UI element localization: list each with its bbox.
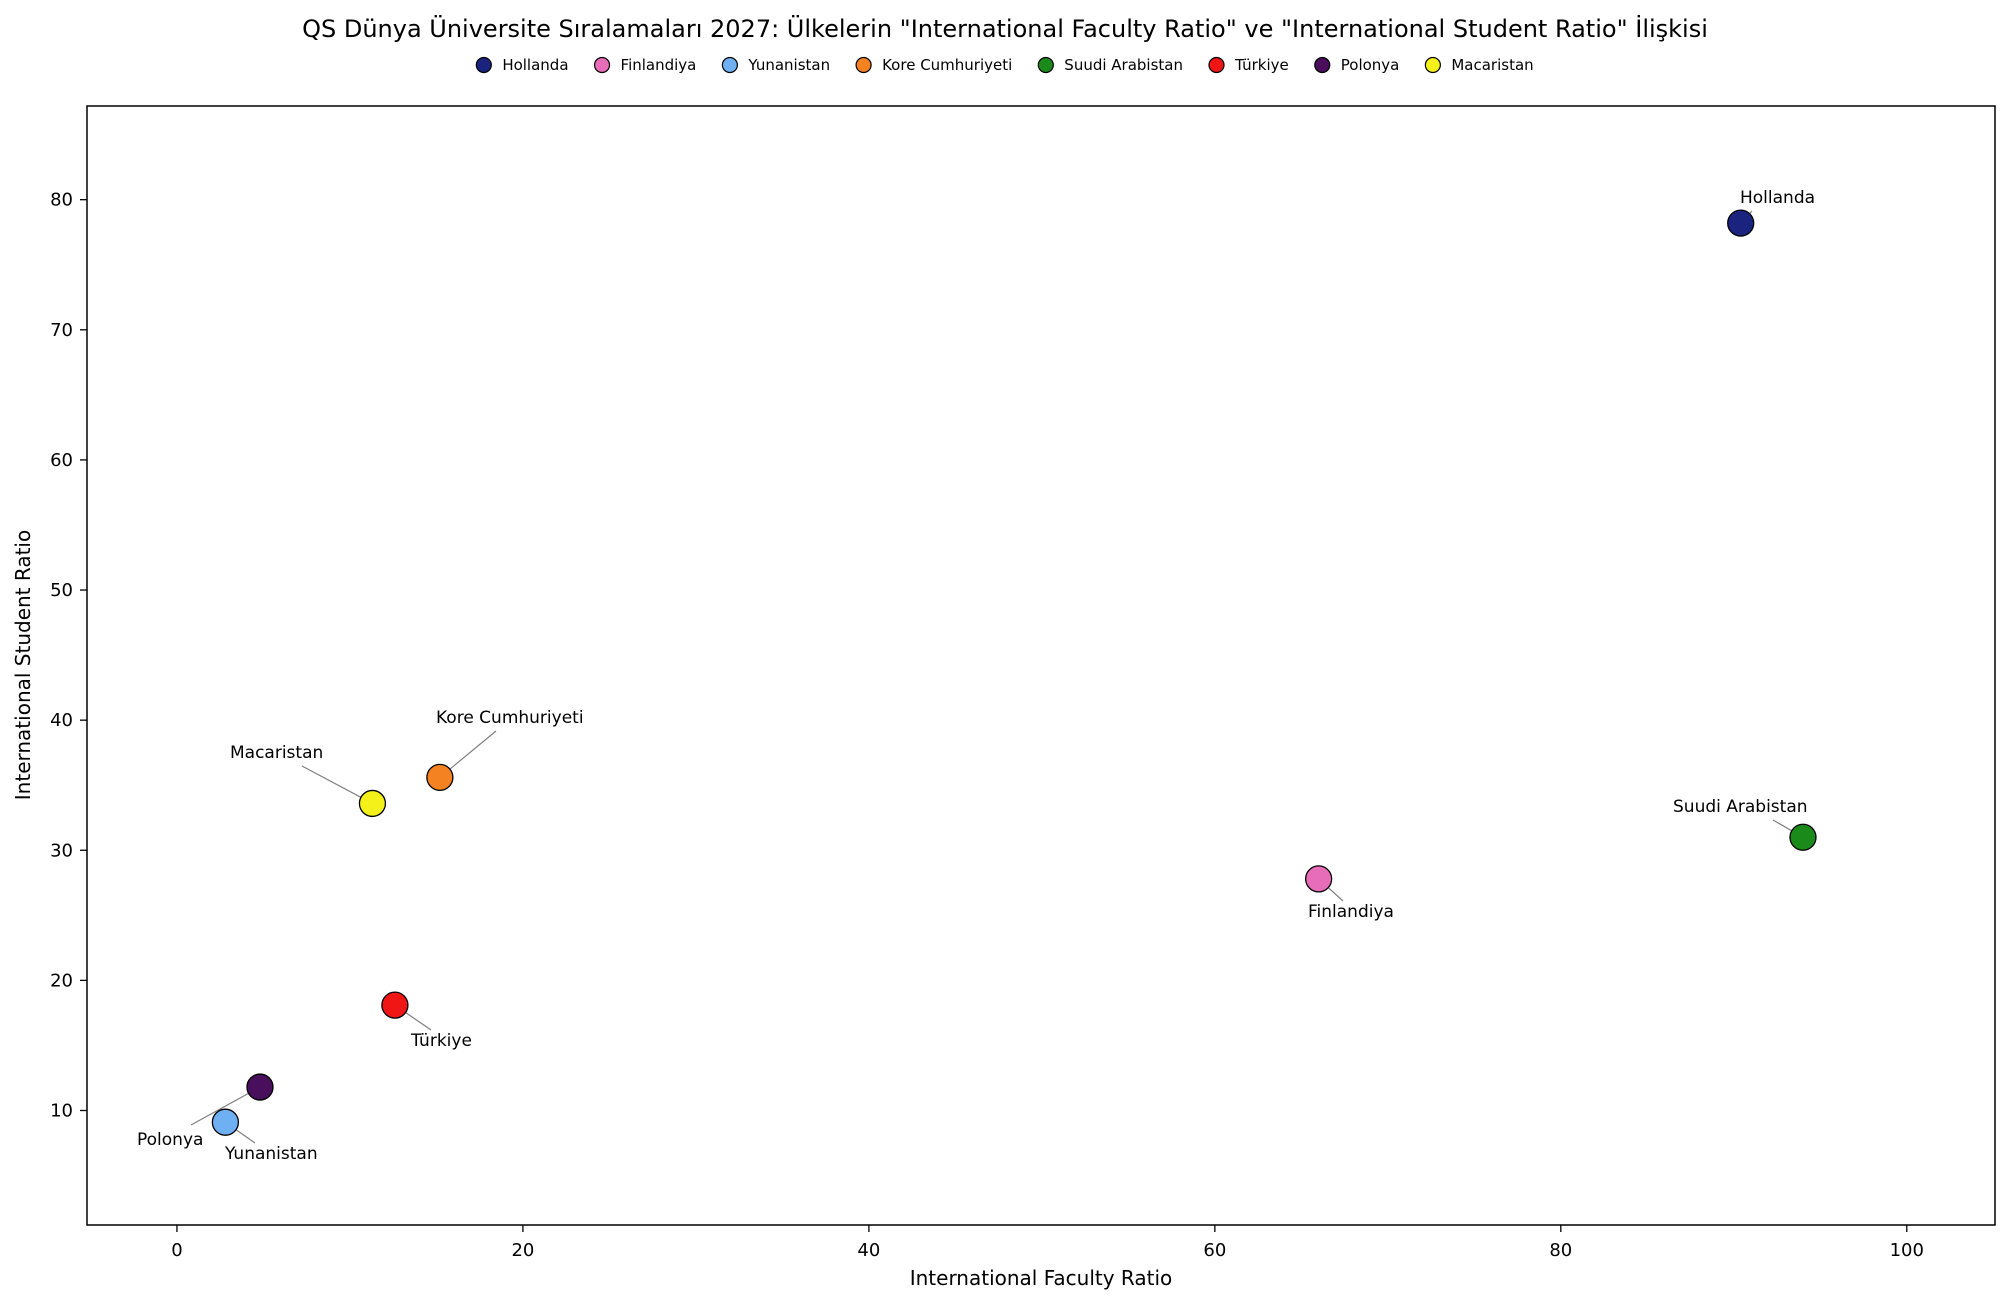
- annotation-label-yunanistan: Yunanistan: [224, 1144, 318, 1164]
- data-point-t-rkiye: [381, 991, 409, 1019]
- legend-label: Macaristan: [1451, 56, 1533, 74]
- legend-marker: [475, 56, 492, 74]
- point-annotations: Hollanda Finlandiya Yunanistan Kore Cumhuri…: [137, 188, 1815, 1164]
- x-tick-label: 20: [511, 1240, 534, 1261]
- annotation-label-finlandiya: Finlandiya: [1308, 902, 1394, 922]
- data-point-suudi-arabistan: [1789, 823, 1817, 851]
- y-tick-label: 30: [50, 840, 73, 861]
- legend-label: Türkiye: [1234, 56, 1289, 74]
- data-point-polonya: [246, 1073, 274, 1101]
- plot-area-frame: [86, 105, 1996, 1226]
- legend-item: Polonya: [1314, 56, 1400, 74]
- x-tick-label: 60: [1203, 1240, 1226, 1261]
- y-axis: 10 20 30 40 50 60 70 80: [50, 190, 87, 1121]
- legend-label: Yunanistan: [747, 56, 830, 74]
- data-point-macaristan: [358, 789, 387, 818]
- legend-marker: [721, 56, 738, 74]
- data-point-kore-cumhuriyeti: [426, 763, 454, 792]
- legend-item: Türkiye: [1208, 56, 1289, 74]
- data-point-yunanistan: [211, 1108, 240, 1136]
- y-tick-label: 10: [50, 1100, 73, 1121]
- legend-label: Suudi Arabistan: [1064, 56, 1183, 74]
- chart-title: QS Dünya Üniversite Sıralamaları 2027: Ü…: [302, 14, 1708, 43]
- x-tick-label: 40: [857, 1240, 880, 1261]
- annotation-label-hollanda: Hollanda: [1740, 188, 1815, 208]
- legend-marker: [1424, 56, 1441, 74]
- legend-marker: [1037, 56, 1054, 74]
- y-tick-label: 70: [50, 320, 73, 341]
- x-axis: 0 20 40 60 80 100: [171, 1225, 1924, 1261]
- x-tick-label: 80: [1549, 1240, 1572, 1261]
- legend-marker: [855, 56, 872, 74]
- legend-marker: [1314, 56, 1331, 74]
- legend-item: Kore Cumhuriyeti: [855, 56, 1012, 74]
- legend-label: Polonya: [1341, 56, 1400, 74]
- legend-item: Suudi Arabistan: [1037, 56, 1183, 74]
- y-tick-label: 20: [50, 970, 73, 991]
- annotation-label-macaristan: Macaristan: [230, 743, 323, 763]
- annotation-label-t-rkiye: Türkiye: [410, 1031, 472, 1051]
- legend: Hollanda Finlandiya Yunanistan Kore Cumhuri…: [475, 56, 1534, 74]
- legend-marker: [593, 56, 611, 74]
- legend-label: Hollanda: [502, 56, 568, 74]
- y-axis-label: International Student Ratio: [11, 530, 35, 800]
- data-point-finlandiya: [1304, 865, 1333, 893]
- legend-item: Yunanistan: [721, 56, 830, 74]
- x-axis-label: International Faculty Ratio: [910, 1266, 1173, 1290]
- y-tick-label: 80: [50, 190, 73, 211]
- annotation-label-polonya: Polonya: [137, 1130, 203, 1150]
- data-points: [211, 209, 1817, 1136]
- legend-item: Macaristan: [1424, 56, 1534, 74]
- y-tick-label: 60: [50, 450, 73, 471]
- legend-item: Finlandiya: [593, 56, 697, 74]
- legend-item: Hollanda: [475, 56, 569, 74]
- legend-marker: [1208, 56, 1225, 74]
- y-tick-label: 40: [50, 710, 73, 731]
- x-tick-label: 100: [1890, 1240, 1924, 1261]
- legend-label: Kore Cumhuriyeti: [882, 56, 1012, 74]
- data-point-hollanda: [1727, 209, 1755, 237]
- y-tick-label: 50: [50, 580, 73, 601]
- annotation-label-kore-cumhuriyeti: Kore Cumhuriyeti: [436, 708, 584, 728]
- x-tick-label: 0: [171, 1240, 182, 1261]
- annotation-label-suudi-arabistan: Suudi Arabistan: [1673, 797, 1808, 817]
- legend-label: Finlandiya: [621, 56, 697, 74]
